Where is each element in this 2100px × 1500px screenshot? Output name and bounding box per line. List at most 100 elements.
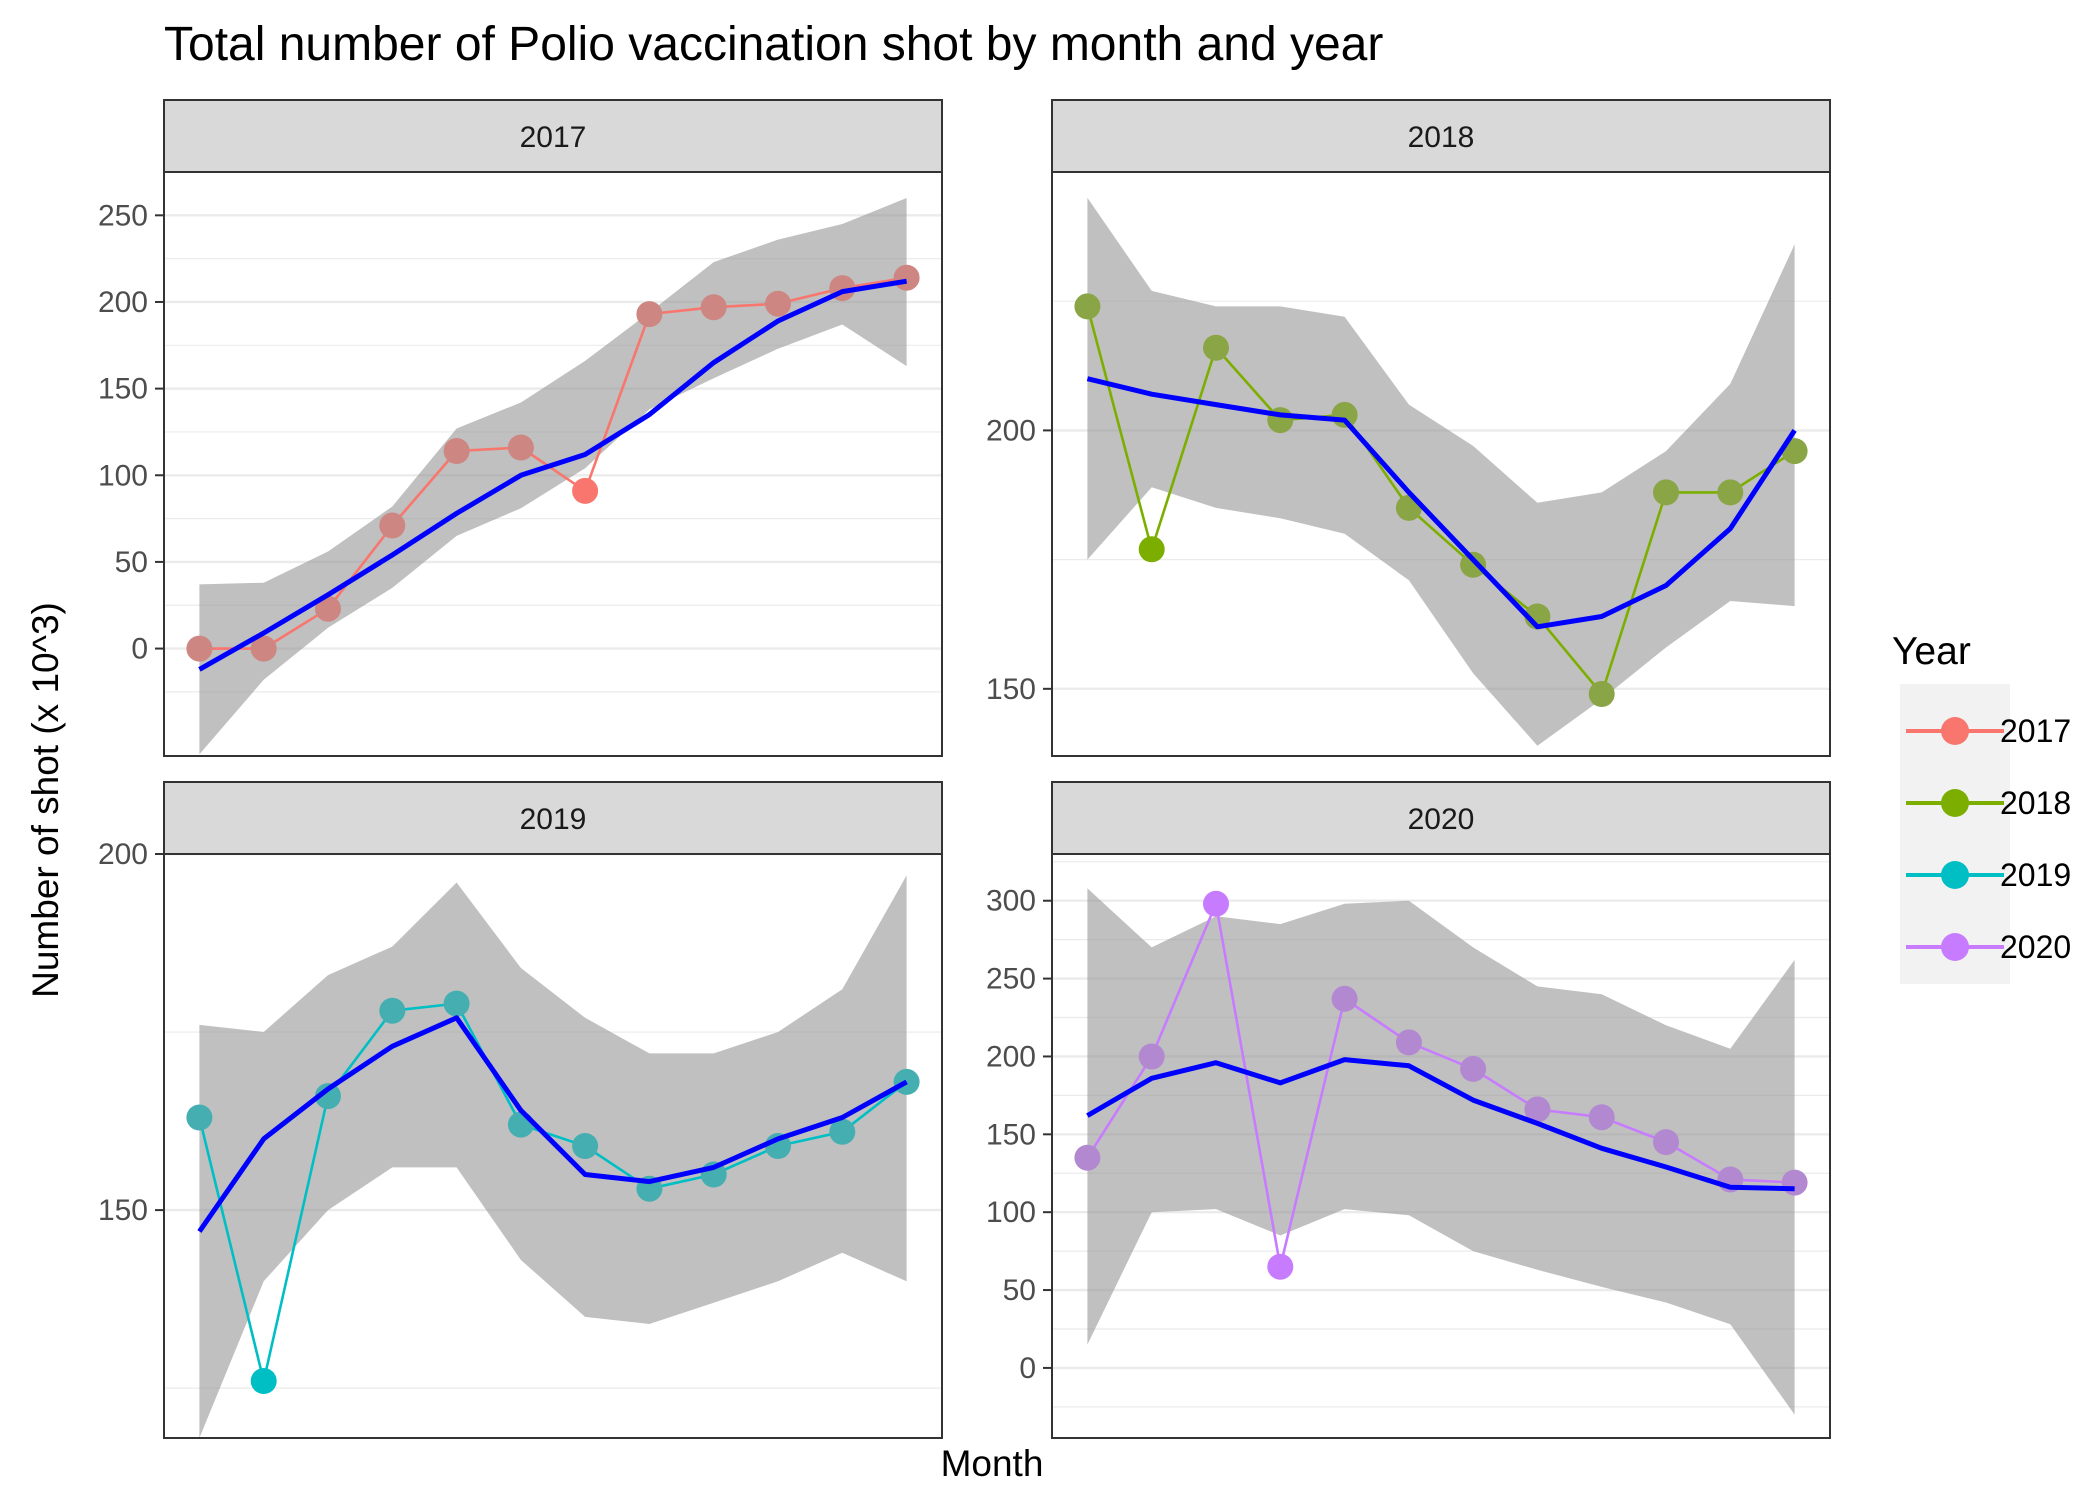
smooth-trend-line bbox=[1086, 376, 1797, 630]
legend-key-point bbox=[1941, 861, 1969, 889]
chart-title: Total number of Polio vaccination shot b… bbox=[164, 18, 1383, 71]
y-tick-label: 150 bbox=[98, 373, 148, 406]
data-point bbox=[1138, 536, 1165, 563]
y-tick-label: 100 bbox=[986, 1196, 1036, 1229]
smooth-trend-line bbox=[198, 278, 907, 672]
legend-entry-2019: 2019 bbox=[1906, 857, 2071, 893]
data-point bbox=[1588, 1104, 1615, 1131]
legend-key-point bbox=[1941, 933, 1969, 961]
y-tick-label: 200 bbox=[986, 1040, 1036, 1073]
legend-key-point bbox=[1941, 717, 1969, 745]
facet-strip-label: 2020 bbox=[1408, 803, 1475, 836]
data-point bbox=[1138, 1043, 1165, 1070]
legend-label: 2019 bbox=[2000, 857, 2071, 893]
facet-panel-2017: 2017 0 50 100 150 200 250 bbox=[98, 99, 943, 757]
data-point bbox=[507, 434, 534, 461]
y-tick-label: 100 bbox=[98, 459, 148, 492]
y-tick-label: 250 bbox=[986, 963, 1036, 996]
y-tick-label: 200 bbox=[98, 286, 148, 319]
data-point bbox=[572, 477, 599, 504]
smooth-trend-line bbox=[197, 1015, 908, 1233]
smooth-trend-line bbox=[1086, 1057, 1795, 1192]
data-point bbox=[700, 294, 727, 321]
data-point bbox=[250, 635, 277, 662]
data-point bbox=[636, 301, 663, 328]
data-point bbox=[1395, 1029, 1422, 1056]
data-point bbox=[829, 1118, 856, 1145]
data-point bbox=[1203, 334, 1229, 361]
plot-layers bbox=[186, 875, 920, 1438]
facet-panel-2020: 2020 0 50 100 150 200 250 300 bbox=[986, 781, 1831, 1439]
facet-strip bbox=[1051, 781, 1831, 855]
data-point bbox=[186, 635, 213, 662]
facet-strip bbox=[163, 99, 943, 173]
facet-strip bbox=[1051, 99, 1831, 173]
plot-layers bbox=[186, 198, 920, 755]
facet-strip-label: 2019 bbox=[520, 803, 587, 836]
y-tick-label: 200 bbox=[986, 414, 1036, 447]
data-point bbox=[1460, 551, 1487, 578]
legend-entry-2020: 2020 bbox=[1906, 929, 2071, 965]
y-tick-label: 300 bbox=[986, 885, 1036, 918]
data-point bbox=[893, 264, 920, 291]
data-point bbox=[1653, 1129, 1679, 1156]
panel-border bbox=[163, 171, 943, 757]
y-tick-label: 250 bbox=[98, 199, 148, 232]
data-point bbox=[1074, 1144, 1101, 1171]
legend-label: 2017 bbox=[2000, 713, 2071, 749]
x-axis-title: Month bbox=[941, 1443, 1044, 1484]
data-point bbox=[186, 1104, 213, 1131]
data-point bbox=[1267, 1253, 1294, 1280]
y-tick-label: 0 bbox=[1019, 1352, 1036, 1385]
data-point bbox=[379, 997, 406, 1024]
data-point bbox=[1460, 1055, 1487, 1082]
confidence-band bbox=[1087, 888, 1795, 1415]
data-point bbox=[1653, 479, 1679, 506]
data-point bbox=[379, 512, 406, 539]
data-point bbox=[1781, 1169, 1808, 1196]
data-point bbox=[1203, 890, 1229, 917]
y-tick-label: 150 bbox=[986, 1118, 1036, 1151]
data-point bbox=[765, 290, 791, 317]
data-point bbox=[507, 1111, 534, 1138]
facet-strip bbox=[163, 781, 943, 855]
y-tick-label: 50 bbox=[1003, 1274, 1036, 1307]
data-point bbox=[1331, 985, 1358, 1012]
data-point bbox=[315, 1083, 341, 1110]
legend-entry-2017: 2017 bbox=[1906, 713, 2071, 749]
y-tick-label: 150 bbox=[986, 673, 1036, 706]
y-tick-label: 150 bbox=[98, 1194, 148, 1227]
data-point bbox=[443, 990, 470, 1017]
data-point bbox=[443, 438, 470, 464]
facet-panel-2018: 2018 150 200 bbox=[986, 99, 1831, 757]
y-axis-title: Number of shot (x 10^3) bbox=[25, 602, 66, 998]
facet-panels: 2017050100150200250201815020020191502002… bbox=[98, 99, 1831, 1439]
data-point bbox=[1331, 401, 1358, 428]
panel-border bbox=[1051, 171, 1831, 757]
data-point bbox=[1074, 293, 1101, 320]
data-point bbox=[315, 595, 341, 622]
data-point bbox=[572, 1133, 599, 1159]
legend-label: 2020 bbox=[2000, 929, 2071, 965]
confidence-band bbox=[199, 198, 907, 755]
facet-strip-label: 2017 bbox=[520, 121, 587, 154]
legend-title: Year bbox=[1892, 630, 1971, 673]
facet-panel-2019: 2019 150 200 bbox=[98, 781, 943, 1439]
legend-label: 2018 bbox=[2000, 785, 2071, 821]
y-tick-label: 200 bbox=[98, 838, 148, 871]
panel-border bbox=[1051, 853, 1831, 1439]
legend: Year 2017 2018 2019 2020 bbox=[1892, 630, 2071, 984]
data-point bbox=[1588, 681, 1615, 707]
data-point bbox=[1524, 1096, 1551, 1123]
plot-layers bbox=[1074, 888, 1808, 1415]
legend-key-point bbox=[1941, 789, 1969, 817]
legend-entry-2018: 2018 bbox=[1906, 785, 2071, 821]
panel-border bbox=[163, 853, 943, 1439]
plot-layers bbox=[1074, 197, 1808, 746]
y-tick-label: 0 bbox=[131, 633, 148, 666]
y-tick-label: 50 bbox=[115, 546, 148, 579]
facet-strip-label: 2018 bbox=[1408, 121, 1475, 154]
data-point bbox=[1717, 479, 1744, 506]
